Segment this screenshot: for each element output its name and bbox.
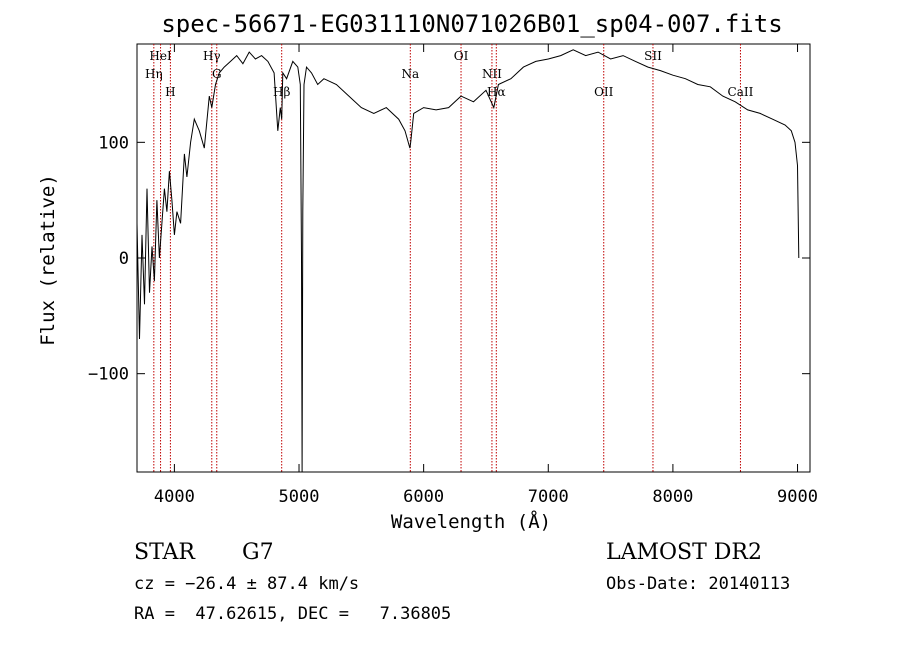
obs-date: Obs-Date: 20140113 xyxy=(606,574,791,594)
line-marker-label: Hη xyxy=(145,67,163,81)
line-marker-label: G xyxy=(212,67,222,81)
y-tick-label: −100 xyxy=(88,365,129,385)
chart-title: spec-56671-EG031110N071026B01_sp04-007.f… xyxy=(161,10,782,38)
axis-ticks: 4000 5000 6000 7000 8000 9000 −100 0 100 xyxy=(88,44,818,507)
x-tick-label: 5000 xyxy=(279,487,320,507)
x-tick-label: 8000 xyxy=(652,487,693,507)
emission-line-markers: HeI HηH Hγ G Hβ Na OI NII Hα OII SII CaII xyxy=(145,44,754,472)
line-marker-label: Hγ xyxy=(203,49,221,63)
x-axis-label: Wavelength (Å) xyxy=(391,510,551,533)
y-tick-label: 0 xyxy=(119,249,129,269)
object-class: STAR xyxy=(134,540,195,565)
cz-readout: cz = −26.4 ± 87.4 km/s xyxy=(134,574,360,594)
plot-frame xyxy=(136,43,811,473)
y-tick-label: 100 xyxy=(98,133,129,153)
x-tick-label: 6000 xyxy=(403,487,444,507)
line-marker-label: NII xyxy=(482,67,502,81)
object-subclass: G7 xyxy=(242,540,274,565)
line-marker-label: Na xyxy=(401,67,419,81)
survey-name: LAMOST DR2 xyxy=(606,540,762,565)
x-tick-label: 7000 xyxy=(528,487,569,507)
line-marker-label: Hβ xyxy=(273,85,290,99)
y-axis-label: Flux (relative) xyxy=(37,174,59,346)
line-marker-label: H xyxy=(165,85,175,99)
line-marker-label: OII xyxy=(594,85,614,99)
x-tick-label: 4000 xyxy=(154,487,195,507)
radec-readout: RA = 47.62615, DEC = 7.36805 xyxy=(134,604,452,624)
series-line xyxy=(136,49,800,473)
line-marker-label: OI xyxy=(454,49,469,63)
line-marker-label: SII xyxy=(644,49,662,63)
line-marker-label: Hα xyxy=(487,85,506,99)
x-tick-label: 9000 xyxy=(777,487,818,507)
line-marker-label: CaII xyxy=(728,85,754,99)
line-marker-label: HeI xyxy=(149,49,172,63)
